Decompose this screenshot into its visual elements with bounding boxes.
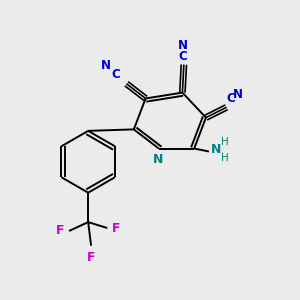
Text: C: C: [178, 50, 188, 62]
Text: H: H: [221, 153, 229, 163]
Text: F: F: [112, 221, 120, 235]
Text: C: C: [226, 92, 235, 105]
Text: N: N: [178, 39, 188, 52]
Text: N: N: [101, 59, 111, 72]
Text: N: N: [233, 88, 243, 101]
Text: F: F: [56, 224, 64, 238]
Text: N: N: [211, 143, 222, 157]
Text: H: H: [221, 137, 229, 147]
Text: N: N: [153, 153, 164, 166]
Text: F: F: [87, 251, 95, 264]
Text: C: C: [111, 68, 120, 81]
